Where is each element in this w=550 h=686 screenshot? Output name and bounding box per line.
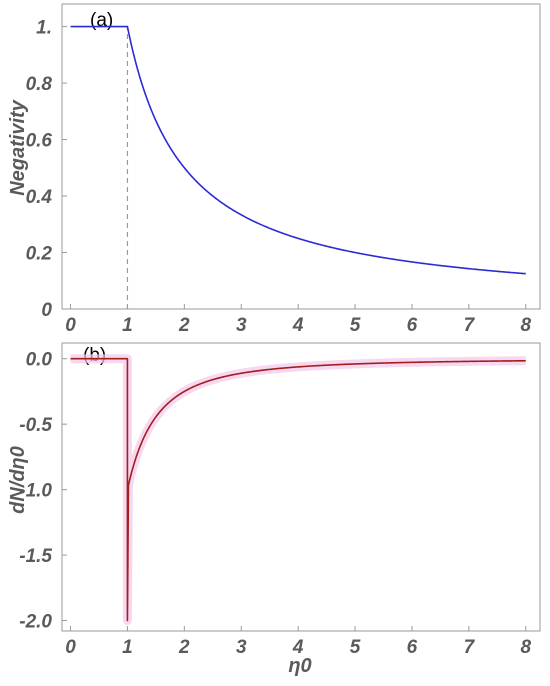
panel-a-x-tick-label: 2 (178, 315, 190, 336)
panel-a-x-tick-label: 8 (520, 315, 531, 336)
panel-a-label: (a) (90, 10, 113, 31)
panel-b-y-ticks: 0.0 -0.5 -1.0 -1.5 -2.0 (19, 350, 67, 633)
panel-a-y-tick-label: 1. (36, 18, 52, 39)
panel-b-x-tick-label: 1 (122, 637, 133, 658)
panel-a-x-tick-label: 0 (65, 315, 76, 336)
panel-a-y-tick-label: 0 (41, 300, 52, 321)
panel-b-frame (61, 342, 541, 632)
panel-a-y-tick-label: 0.2 (26, 244, 53, 265)
panel-a-y-axis-label: Negativity (7, 99, 29, 195)
panel-b-y-axis-label: dN/dη0 (7, 446, 29, 514)
panel-b-y-tick-label: -1.5 (19, 546, 52, 567)
panel-a-y-tick-label: 0.8 (26, 74, 53, 95)
panel-b-x-axis-label: η0 (288, 655, 311, 677)
panel-b-x-tick-label: 2 (178, 637, 190, 658)
panel-a-x-tick-label: 3 (236, 315, 247, 336)
panel-b-x-tick-label: 3 (236, 637, 247, 658)
panel-b-derivative-curve (70, 357, 526, 622)
panel-a-y-tick-label: 0.4 (26, 187, 53, 208)
panel-b-x-tick-label: 5 (350, 637, 361, 658)
panel-a-frame (61, 3, 541, 310)
panel-a-negativity-curve (70, 25, 526, 275)
panel-a-x-tick-label: 5 (350, 315, 361, 336)
panel-a-x-ticks: 0 1 2 3 4 5 6 7 8 (65, 304, 531, 336)
panel-a-y-tick-label: 0.6 (26, 131, 53, 152)
panel-b-x-tick-label: 7 (464, 637, 476, 658)
panel-b-y-tick-label: 0.0 (26, 350, 53, 371)
panel-a: (a) 0 0.2 0.4 0.6 0.8 1. 0 1 2 3 4 5 6 7 8 Negativity (7, 3, 541, 336)
panel-b-x-ticks: 0 1 2 3 4 5 6 7 8 (65, 626, 531, 658)
panel-b-x-tick-label: 6 (407, 637, 418, 658)
panel-a-x-tick-label: 6 (407, 315, 418, 336)
panel-b-y-tick-label: -1.0 (19, 481, 52, 502)
panel-b-x-tick-label: 8 (520, 637, 531, 658)
panel-a-y-ticks: 0 0.2 0.4 0.6 0.8 1. (26, 18, 67, 321)
panel-b-x-tick-label: 4 (292, 637, 304, 658)
panel-a-x-tick-label: 4 (292, 315, 304, 336)
panel-b-y-tick-label: -0.5 (19, 415, 52, 436)
panel-a-x-tick-label: 7 (464, 315, 476, 336)
panel-b-y-tick-label: -2.0 (19, 612, 52, 633)
panel-b-x-tick-label: 0 (65, 637, 76, 658)
panel-a-x-tick-label: 1 (122, 315, 133, 336)
panel-b-curve-glow (70, 354, 530, 626)
